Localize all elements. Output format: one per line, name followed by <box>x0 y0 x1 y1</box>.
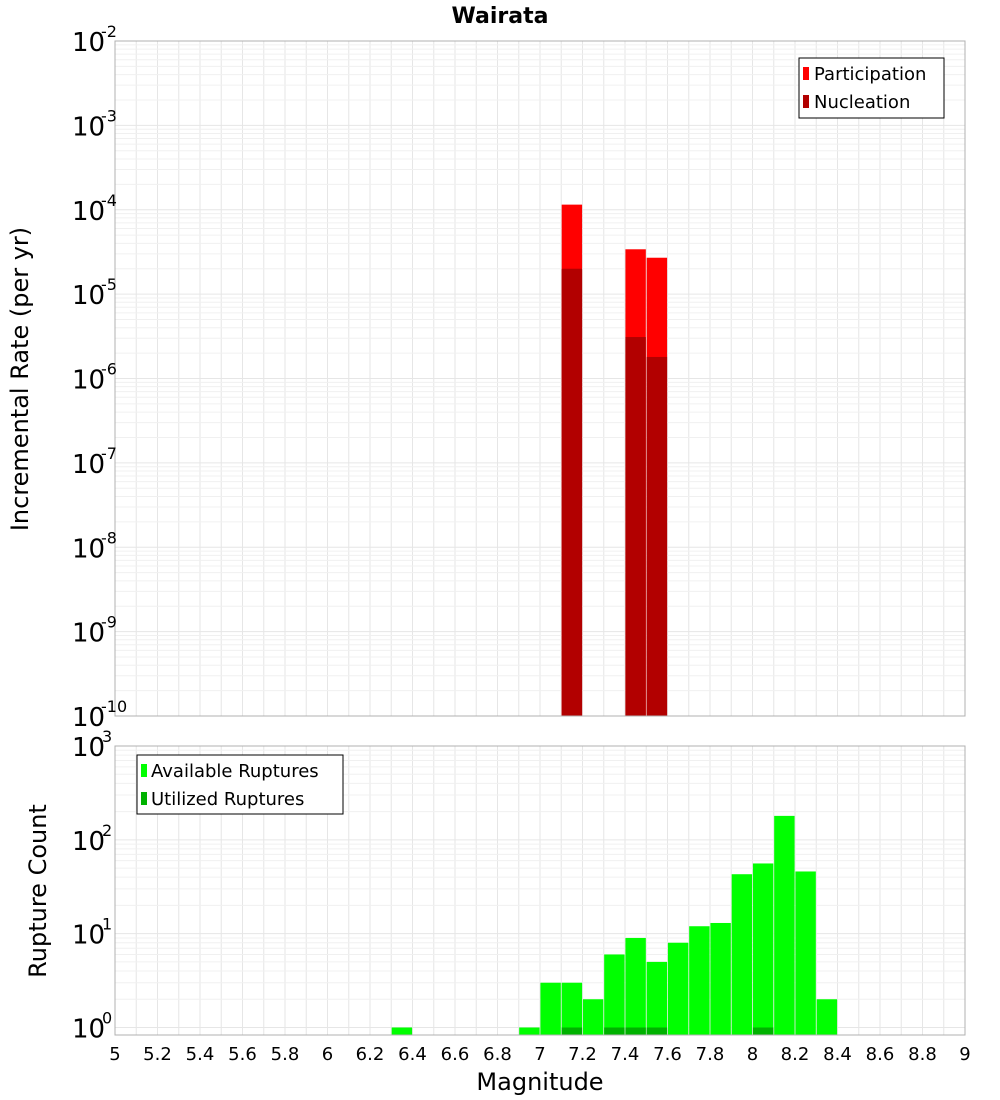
x-tick-label: 6.4 <box>398 1044 427 1065</box>
bar-available-ruptures <box>561 982 583 1035</box>
y-tick-exponent: -10 <box>101 697 127 716</box>
bar-utilized-ruptures <box>561 1027 583 1035</box>
bar-available-ruptures <box>795 871 816 1035</box>
x-axis-label: Magnitude <box>476 1068 603 1096</box>
x-tick-label: 6.2 <box>356 1044 385 1065</box>
bottom-legend: Available Ruptures Utilized Ruptures <box>136 754 344 815</box>
bar-utilized-ruptures <box>625 1027 646 1035</box>
bar-available-ruptures <box>816 999 838 1035</box>
y-tick-label: 10 <box>72 450 105 480</box>
bar-available-ruptures <box>731 874 753 1035</box>
x-tick-label: 6.6 <box>441 1044 470 1065</box>
bar-available-ruptures <box>710 922 731 1035</box>
legend-swatch-utilized <box>141 792 147 805</box>
y-tick-exponent: -5 <box>101 275 117 294</box>
legend-label-utilized: Utilized Ruptures <box>151 789 304 810</box>
legend-swatch-available <box>141 764 147 777</box>
x-tick-label: 5 <box>109 1044 120 1065</box>
bottom-y-axis-label: Rupture Count <box>24 804 52 978</box>
x-tick-label: 6 <box>322 1044 333 1065</box>
y-tick-exponent: 1 <box>102 915 112 934</box>
bar-utilized-ruptures <box>604 1027 625 1035</box>
y-tick-exponent: -2 <box>101 22 117 41</box>
y-tick-label: 10 <box>72 1014 105 1044</box>
top-plot-frame <box>114 40 966 717</box>
x-tick-label: 7.6 <box>653 1044 682 1065</box>
bar-utilized-ruptures <box>752 1027 774 1035</box>
y-tick-label: 10 <box>72 921 105 951</box>
bar-nucleation <box>646 356 668 716</box>
x-tick-label: 8.8 <box>908 1044 937 1065</box>
chart-title: Wairata <box>452 4 549 29</box>
x-tick-label: 7.4 <box>611 1044 640 1065</box>
bottom-bars <box>391 815 838 1035</box>
bar-available-ruptures <box>774 815 795 1035</box>
y-tick-exponent: -6 <box>101 360 117 379</box>
y-tick-label: 10 <box>72 28 105 58</box>
x-tick-label: 6.8 <box>483 1044 512 1065</box>
top-grid <box>115 41 965 717</box>
legend-swatch-nucleation <box>803 95 809 108</box>
y-tick-exponent: -3 <box>101 106 117 125</box>
legend-label-participation: Participation <box>814 64 926 85</box>
y-tick-label: 10 <box>72 534 105 564</box>
y-tick-label: 10 <box>72 703 105 733</box>
y-tick-exponent: -9 <box>101 613 117 632</box>
bar-available-ruptures <box>646 961 668 1035</box>
x-tick-label: 7.8 <box>696 1044 725 1065</box>
bottom-legend-box <box>136 754 344 815</box>
bar-available-ruptures <box>752 863 774 1035</box>
top-y-axis-label: Incremental Rate (per yr) <box>6 227 34 531</box>
y-tick-exponent: 2 <box>102 821 112 840</box>
top-legend: Participation Nucleation <box>798 57 945 119</box>
y-tick-label: 10 <box>72 197 105 227</box>
bar-available-ruptures <box>540 982 561 1035</box>
bottom-x-ticks: 5 5.2 5.4 5.6 5.8 6 6.2 6.4 6.6 6.8 7 7.2 7.4 7.6 7.8 8… <box>109 1044 970 1065</box>
y-tick-label: 10 <box>72 366 105 396</box>
y-tick-exponent: -7 <box>101 444 117 463</box>
y-tick-exponent: -4 <box>101 191 117 210</box>
bar-available-ruptures <box>604 954 625 1035</box>
bar-nucleation <box>625 337 646 716</box>
y-tick-exponent: 3 <box>102 727 112 746</box>
x-tick-label: 9 <box>959 1044 970 1065</box>
x-tick-label: 7.2 <box>568 1044 597 1065</box>
bar-available-ruptures <box>519 1027 540 1035</box>
bar-available-ruptures <box>689 926 710 1035</box>
bottom-grid <box>115 746 965 1035</box>
legend-label-available: Available Ruptures <box>151 761 319 782</box>
y-tick-label: 10 <box>72 827 105 857</box>
x-tick-label: 8.6 <box>866 1044 895 1065</box>
x-tick-label: 8.4 <box>823 1044 852 1065</box>
x-tick-label: 8.2 <box>781 1044 810 1065</box>
legend-swatch-participation <box>803 67 809 80</box>
top-legend-box <box>798 57 945 119</box>
top-bars <box>561 204 668 717</box>
bar-available-ruptures <box>391 1027 413 1035</box>
y-tick-exponent: 0 <box>102 1008 112 1027</box>
bottom-plot-frame <box>114 745 966 1036</box>
y-tick-exponent: -8 <box>101 528 117 547</box>
x-tick-label: 8 <box>747 1044 758 1065</box>
bar-available-ruptures <box>667 942 689 1035</box>
x-tick-label: 5.4 <box>186 1044 215 1065</box>
x-tick-label: 5.6 <box>228 1044 257 1065</box>
y-tick-label: 10 <box>72 281 105 311</box>
y-tick-label: 10 <box>72 619 105 649</box>
bar-available-ruptures <box>625 937 646 1035</box>
y-tick-label: 10 <box>72 733 105 763</box>
legend-label-nucleation: Nucleation <box>814 92 910 113</box>
y-tick-label: 10 <box>72 112 105 142</box>
bar-nucleation <box>561 268 583 716</box>
x-tick-label: 7 <box>534 1044 545 1065</box>
bar-available-ruptures <box>582 999 604 1035</box>
x-tick-label: 5.2 <box>143 1044 172 1065</box>
x-tick-label: 5.8 <box>271 1044 300 1065</box>
bar-utilized-ruptures <box>646 1027 668 1035</box>
